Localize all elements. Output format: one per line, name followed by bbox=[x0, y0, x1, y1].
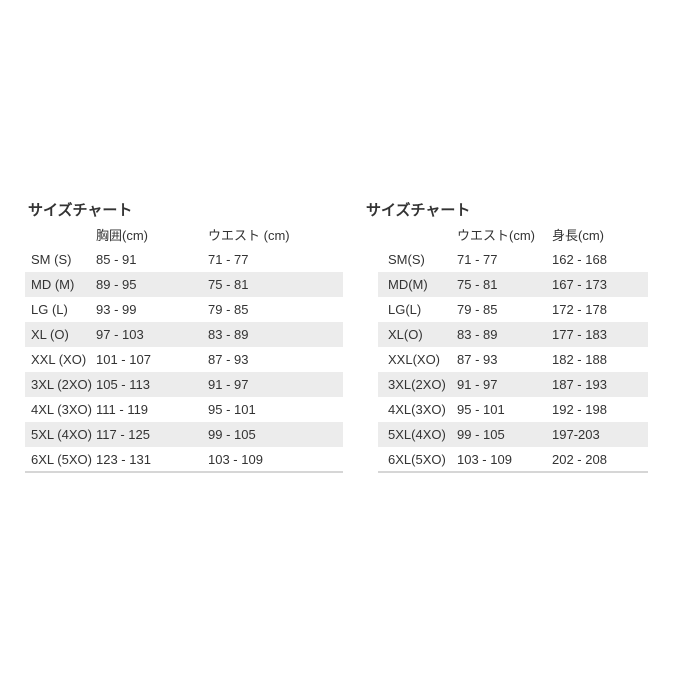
size-label-cell: XXL(XO) bbox=[388, 352, 441, 367]
size-label-cell: 5XL(4XO) bbox=[388, 427, 446, 442]
range-cell: 192 - 198 bbox=[552, 402, 607, 417]
range-cell: 167 - 173 bbox=[552, 277, 607, 292]
range-cell: 103 - 109 bbox=[208, 451, 263, 467]
chart-title: サイズチャート bbox=[366, 202, 471, 219]
range-cell: 83 - 89 bbox=[208, 327, 249, 342]
range-cell: 111 - 119 bbox=[96, 402, 149, 417]
range-cell: 71 - 77 bbox=[457, 252, 498, 267]
size-table-waist-height: ウエスト(cm) 身長(cm) SM(S) 71 - 77 162 - 168 MD(M… bbox=[378, 222, 648, 473]
table-row: 5XL (4XO) 117 - 125 99 - 105 bbox=[25, 422, 343, 447]
range-cell: 182 - 188 bbox=[552, 352, 607, 367]
chart-title: サイズチャート bbox=[28, 202, 133, 219]
table-row: MD (M) 89 - 95 75 - 81 bbox=[25, 272, 343, 297]
column-header: 身長(cm) bbox=[552, 228, 604, 243]
table-row: 3XL(2XO) 91 - 97 187 - 193 bbox=[378, 372, 648, 397]
range-cell: 162 - 168 bbox=[552, 252, 607, 267]
size-label-cell: MD (M) bbox=[31, 277, 75, 292]
table-row: MD(M) 75 - 81 167 - 173 bbox=[378, 272, 648, 297]
range-cell: 95 - 101 bbox=[457, 402, 505, 417]
size-label-cell: XXL (XO) bbox=[31, 352, 87, 367]
size-label-cell: 6XL(5XO) bbox=[388, 451, 446, 467]
size-label-cell: 6XL (5XO) bbox=[31, 451, 92, 467]
column-header: ウエスト(cm) bbox=[457, 228, 535, 243]
table-row: XL(O) 83 - 89 177 - 183 bbox=[378, 322, 648, 347]
size-label-cell: LG(L) bbox=[388, 302, 422, 317]
size-label-cell: XL (O) bbox=[31, 327, 69, 342]
range-cell: 91 - 97 bbox=[208, 377, 249, 392]
range-cell: 83 - 89 bbox=[457, 327, 498, 342]
range-cell: 79 - 85 bbox=[457, 302, 498, 317]
size-label-cell: MD(M) bbox=[388, 277, 428, 292]
range-cell: 79 - 85 bbox=[208, 302, 249, 317]
column-header: 胸囲(cm) bbox=[96, 228, 148, 243]
range-cell: 91 - 97 bbox=[457, 377, 498, 392]
table-row: 3XL (2XO) 105 - 113 91 - 97 bbox=[25, 372, 343, 397]
range-cell: 97 - 103 bbox=[96, 327, 144, 342]
size-chart-right: サイズチャート ウエスト(cm) 身長(cm) SM(S) 71 - 77 162 -… bbox=[366, 202, 648, 473]
table-row: 6XL(5XO) 103 - 109 202 - 208 bbox=[378, 447, 648, 472]
size-label-cell: LG (L) bbox=[31, 302, 68, 317]
size-chart-left: サイズチャート 胸囲(cm) ウエスト (cm) SM (S) 85 - 91 71 … bbox=[25, 202, 343, 473]
range-cell: 187 - 193 bbox=[552, 377, 607, 392]
table-row: XL (O) 97 - 103 83 - 89 bbox=[25, 322, 343, 347]
table-row: 4XL (3XO) 111 - 119 95 - 101 bbox=[25, 397, 343, 422]
range-cell: 75 - 81 bbox=[457, 277, 498, 292]
table-row: SM (S) 85 - 91 71 - 77 bbox=[25, 247, 343, 272]
size-table-chest-waist: 胸囲(cm) ウエスト (cm) SM (S) 85 - 91 71 - 77 MD (… bbox=[25, 222, 343, 473]
range-cell: 123 - 131 bbox=[96, 451, 151, 467]
range-cell: 85 - 91 bbox=[96, 252, 137, 267]
range-cell: 172 - 178 bbox=[552, 302, 607, 317]
table-row: XXL(XO) 87 - 93 182 - 188 bbox=[378, 347, 648, 372]
range-cell: 99 - 105 bbox=[457, 427, 505, 442]
size-label-cell: 4XL (3XO) bbox=[31, 402, 92, 417]
table-header-row: ウエスト(cm) 身長(cm) bbox=[378, 222, 648, 247]
range-cell: 89 - 95 bbox=[96, 277, 137, 292]
size-label-cell: SM (S) bbox=[31, 252, 72, 267]
range-cell: 99 - 105 bbox=[208, 427, 256, 442]
size-label-cell: 3XL(2XO) bbox=[388, 377, 446, 392]
size-label-cell: XL(O) bbox=[388, 327, 423, 342]
column-header bbox=[378, 222, 457, 247]
size-label-cell: 3XL (2XO) bbox=[31, 377, 92, 392]
table-header-row: 胸囲(cm) ウエスト (cm) bbox=[25, 222, 343, 247]
range-cell: 101 - 107 bbox=[96, 352, 151, 367]
range-cell: 103 - 109 bbox=[457, 451, 512, 467]
range-cell: 75 - 81 bbox=[208, 277, 249, 292]
table-row: SM(S) 71 - 77 162 - 168 bbox=[378, 247, 648, 272]
range-cell: 95 - 101 bbox=[208, 402, 256, 417]
range-cell: 177 - 183 bbox=[552, 327, 607, 342]
range-cell: 105 - 113 bbox=[96, 377, 150, 392]
range-cell: 117 - 125 bbox=[96, 427, 150, 442]
table-row: 4XL(3XO) 95 - 101 192 - 198 bbox=[378, 397, 648, 422]
table-row: LG(L) 79 - 85 172 - 178 bbox=[378, 297, 648, 322]
table-row: 6XL (5XO) 123 - 131 103 - 109 bbox=[25, 447, 343, 472]
table-row: LG (L) 93 - 99 79 - 85 bbox=[25, 297, 343, 322]
size-label-cell: SM(S) bbox=[388, 252, 425, 267]
column-header bbox=[25, 222, 96, 247]
range-cell: 202 - 208 bbox=[552, 451, 607, 467]
column-header: ウエスト (cm) bbox=[208, 228, 290, 243]
table-row: XXL (XO) 101 - 107 87 - 93 bbox=[25, 347, 343, 372]
range-cell: 197-203 bbox=[552, 427, 600, 442]
table-row: 5XL(4XO) 99 - 105 197-203 bbox=[378, 422, 648, 447]
size-label-cell: 4XL(3XO) bbox=[388, 402, 446, 417]
size-label-cell: 5XL (4XO) bbox=[31, 427, 92, 442]
range-cell: 93 - 99 bbox=[96, 302, 137, 317]
range-cell: 71 - 77 bbox=[208, 252, 249, 267]
range-cell: 87 - 93 bbox=[208, 352, 249, 367]
range-cell: 87 - 93 bbox=[457, 352, 498, 367]
